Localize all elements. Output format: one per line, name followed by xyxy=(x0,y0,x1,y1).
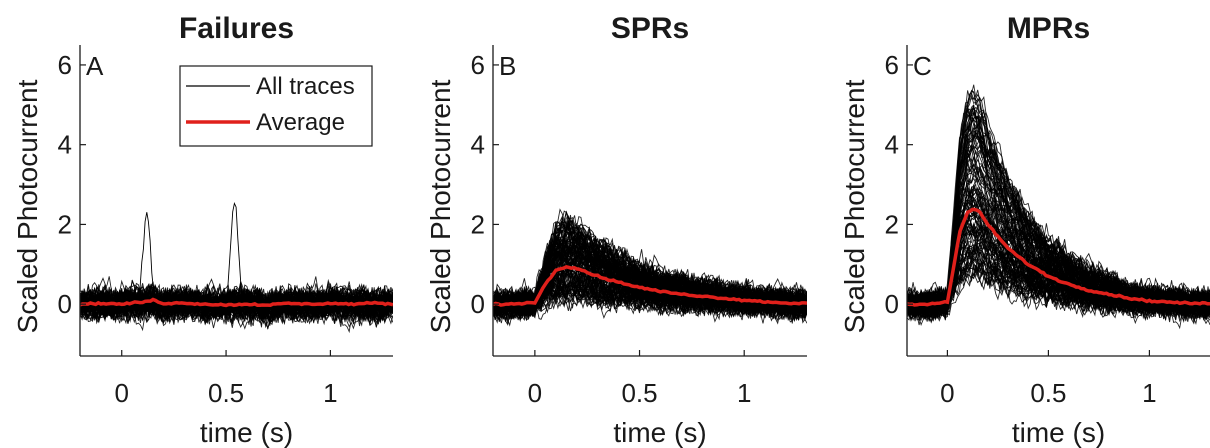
y-tick-label: 4 xyxy=(58,130,72,160)
trace-group xyxy=(80,201,393,334)
panel-b: SPRs 0 2 4 6 0 0.5 1 time (s) Scaled Photocurrent… xyxy=(425,12,807,448)
trace-line xyxy=(80,277,393,327)
x-tick-label: 0.5 xyxy=(208,378,244,408)
y-tick-label: 2 xyxy=(885,209,899,239)
x-axis-label: time (s) xyxy=(613,417,706,448)
x-tick-label: 0.5 xyxy=(1030,378,1066,408)
average-line xyxy=(907,207,1210,307)
panel-title: MPRs xyxy=(1007,12,1090,45)
trace-line xyxy=(907,110,1210,320)
panel-letter: B xyxy=(499,51,516,81)
x-tick-label: 0 xyxy=(114,378,128,408)
panel-letter: C xyxy=(913,51,932,81)
y-tick-label: 2 xyxy=(58,209,72,239)
x-axis-label: time (s) xyxy=(200,417,293,448)
trace-group xyxy=(907,84,1210,330)
trace-line xyxy=(493,266,807,321)
y-tick-label: 4 xyxy=(471,130,485,160)
panel-a: Failures 0 2 4 6 0 0.5 1 time (s) Scaled Photocur… xyxy=(12,12,393,448)
trace-line xyxy=(493,273,807,318)
legend-box xyxy=(179,65,373,147)
y-tick-label: 0 xyxy=(58,289,72,319)
panels: Failures 0 2 4 6 0 0.5 1 time (s) Scaled Photocur… xyxy=(12,12,1210,448)
trace-line xyxy=(907,206,1210,317)
y-axis-label: Scaled Photocurrent xyxy=(425,79,456,333)
trace-line xyxy=(80,285,393,327)
legend: All traces Average xyxy=(179,65,373,147)
legend-label-all-traces: All traces xyxy=(256,73,355,100)
y-tick-label: 0 xyxy=(885,289,899,319)
trace-line xyxy=(493,238,807,313)
x-tick-label: 1 xyxy=(737,378,751,408)
trace-group xyxy=(493,208,807,327)
average-line xyxy=(80,297,393,308)
x-tick-label: 0 xyxy=(940,378,954,408)
x-tick-label: 0 xyxy=(528,378,542,408)
y-tick-label: 4 xyxy=(885,130,899,160)
trace-line xyxy=(907,138,1210,310)
y-tick-label: 6 xyxy=(885,50,899,80)
y-tick-label: 0 xyxy=(471,289,485,319)
panel-title: SPRs xyxy=(611,12,689,45)
trace-line xyxy=(217,201,252,311)
panel-c: MPRs 0 2 4 6 0 0.5 1 time (s) Scaled Photocurrent… xyxy=(839,12,1210,448)
x-tick-label: 1 xyxy=(1142,378,1156,408)
y-axis-label: Scaled Photocurrent xyxy=(839,79,870,333)
legend-label-average: Average xyxy=(256,109,345,136)
y-axis-label: Scaled Photocurrent xyxy=(12,79,43,333)
trace-line xyxy=(493,256,807,318)
y-tick-label: 6 xyxy=(58,50,72,80)
x-tick-label: 1 xyxy=(323,378,337,408)
panel-title: Failures xyxy=(179,12,294,45)
x-axis-label: time (s) xyxy=(1012,417,1105,448)
y-tick-label: 6 xyxy=(471,50,485,80)
average-line xyxy=(493,264,807,307)
x-tick-label: 0.5 xyxy=(621,378,657,408)
panel-letter: A xyxy=(86,51,104,81)
trace-line xyxy=(80,285,393,324)
y-tick-label: 2 xyxy=(471,209,485,239)
